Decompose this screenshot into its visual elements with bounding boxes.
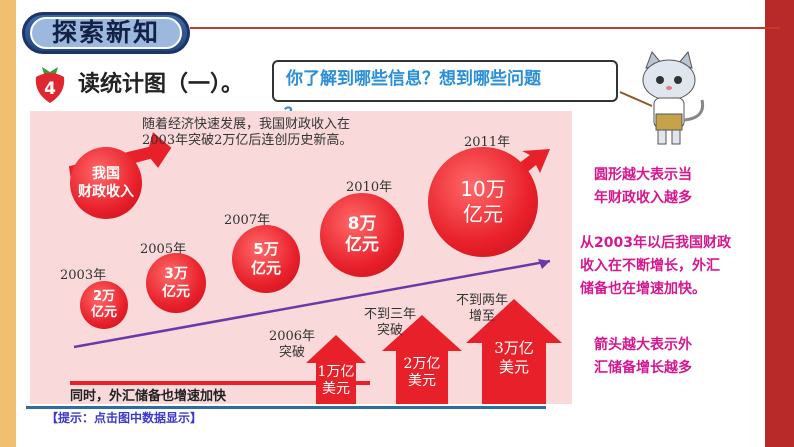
cat-mascot-icon bbox=[619, 50, 705, 145]
intro-line-1: 随着经济快速发展，我国财政收入在 bbox=[142, 117, 351, 132]
page-title: 探索新知 bbox=[30, 17, 182, 49]
note-trend-line-2: 收入在不断增长，外汇 bbox=[580, 258, 720, 274]
bubble-2010-value: 8万 bbox=[347, 214, 377, 234]
reserve-caption-2-line-1: 不到三年 bbox=[363, 307, 416, 322]
reserve-caption-3-line-2: 增至 bbox=[468, 309, 495, 324]
reserve-value-3-amount: 3万亿 bbox=[494, 339, 534, 357]
reserve-caption-1-line-1: 2006年 bbox=[268, 329, 316, 344]
reserve-arrow-2[interactable] bbox=[382, 315, 462, 404]
footer-underline bbox=[70, 381, 370, 385]
lesson-heading: 读统计图（一）。 bbox=[78, 72, 244, 97]
bottom-rule bbox=[26, 406, 546, 409]
lesson-number: 4 bbox=[44, 79, 56, 99]
note-arrow-line-1: 箭头越大表示外 bbox=[594, 337, 692, 353]
right-decoration bbox=[765, 0, 794, 447]
reserve-value-1-amount: 1万亿 bbox=[317, 364, 355, 380]
year-2007: 2007年 bbox=[224, 213, 271, 228]
reserve-caption-3-line-1: 不到两年 bbox=[455, 293, 508, 308]
note-arrow-size: 箭头越大表示外 汇储备增长越多 bbox=[594, 334, 692, 380]
reserve-value-2-unit: 美元 bbox=[408, 373, 436, 389]
reserve-value-2-amount: 2万亿 bbox=[403, 356, 441, 372]
bubble-2003-unit: 亿元 bbox=[90, 305, 117, 320]
note-trend: 从2003年以后我国财政 收入在不断增长，外汇 储备也在增速加快。 bbox=[580, 232, 731, 301]
bubble-2005-unit: 亿元 bbox=[162, 284, 190, 300]
note-arrow-line-2: 汇储备增长越多 bbox=[594, 360, 692, 376]
strawberry-icon: 4 bbox=[35, 67, 65, 103]
bubble-2011-unit: 亿元 bbox=[463, 202, 503, 226]
reserve-arrow-3[interactable] bbox=[466, 299, 562, 404]
trend-arrowhead bbox=[538, 259, 550, 269]
bubble-2003-value: 2万 bbox=[92, 289, 116, 304]
left-decoration bbox=[0, 0, 16, 447]
bubble-2010[interactable]: 8万 亿元 bbox=[320, 193, 404, 277]
note-circle-line-1: 圆形越大表示当 bbox=[594, 167, 692, 183]
note-trend-line-3: 储备也在增速加快。 bbox=[580, 281, 706, 297]
top-rule bbox=[190, 27, 780, 29]
hint-link[interactable]: 【提示：点击图中数据显示】 bbox=[46, 411, 203, 425]
reserve-value-3-unit: 美元 bbox=[498, 358, 529, 376]
question-bubble: 你了解到哪些信息？想到哪些问题 bbox=[272, 60, 618, 102]
fiscal-income-label: 我国 财政收入 bbox=[70, 147, 142, 219]
reserve-footer: 同时，外汇储备也增速加快 bbox=[70, 389, 227, 404]
reserve-value-2: 2万亿 美元 bbox=[396, 356, 448, 390]
reserve-caption-2-line-2: 突破 bbox=[376, 323, 403, 338]
bubble-2007-value: 5万 bbox=[253, 240, 279, 258]
reserve-caption-1: 2006年 突破 bbox=[262, 329, 322, 361]
intro-text: 随着经济快速发展，我国财政收入在 2003年突破2万亿后连创历史新高。 bbox=[142, 117, 442, 149]
year-2011: 2011年 bbox=[464, 135, 511, 150]
reserve-value-3: 3万亿 美元 bbox=[482, 339, 546, 377]
note-circle-size: 圆形越大表示当 年财政收入越多 bbox=[594, 164, 692, 210]
bubble-2003[interactable]: 2万 亿元 bbox=[80, 281, 128, 329]
reserve-caption-3: 不到两年 增至 bbox=[444, 293, 520, 325]
note-trend-line-1: 从2003年以后我国财政 bbox=[580, 235, 731, 251]
trend-line bbox=[73, 259, 551, 349]
reserve-caption-1-line-2: 突破 bbox=[278, 345, 305, 360]
year-2010: 2010年 bbox=[346, 180, 393, 195]
reserve-arrow-1[interactable] bbox=[306, 335, 366, 404]
year-2003: 2003年 bbox=[60, 268, 107, 283]
chart-panel: 随着经济快速发展，我国财政收入在 2003年突破2万亿后连创历史新高。 我国 财… bbox=[30, 111, 572, 404]
label-line-2: 财政收入 bbox=[78, 184, 134, 200]
bubble-2007[interactable]: 5万 亿元 bbox=[232, 225, 300, 293]
question-text: 你了解到哪些信息？想到哪些问题 bbox=[286, 69, 541, 89]
note-circle-line-2: 年财政收入越多 bbox=[594, 190, 692, 206]
bubble-2005-value: 3万 bbox=[164, 266, 188, 282]
reserve-caption-2: 不到三年 突破 bbox=[352, 307, 428, 339]
label-line-1: 我国 bbox=[92, 166, 120, 182]
bubble-2011[interactable]: 10万 亿元 bbox=[428, 147, 538, 257]
bubble-2007-unit: 亿元 bbox=[250, 259, 281, 277]
reserve-value-1: 1万亿 美元 bbox=[314, 364, 358, 398]
intro-line-2: 2003年突破2万亿后连创历史新高。 bbox=[142, 133, 353, 148]
bubble-2010-unit: 亿元 bbox=[345, 235, 379, 255]
reserve-value-1-unit: 美元 bbox=[322, 381, 350, 397]
bubble-2005[interactable]: 3万 亿元 bbox=[146, 253, 206, 313]
bubble-2011-value: 10万 bbox=[460, 177, 506, 201]
